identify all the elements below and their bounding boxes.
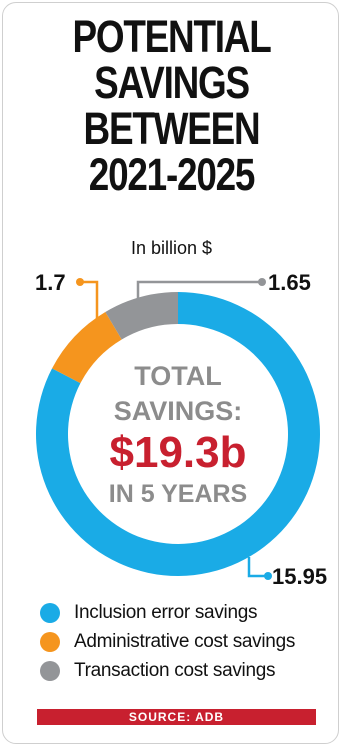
center-total-label: TOTAL xyxy=(134,361,222,391)
callouts: 15.95 1.7 1.65 xyxy=(35,270,327,589)
donut-chart: 15.95 1.7 1.65 TOTAL SAVINGS: $19.3b IN 5 … xyxy=(35,270,327,589)
legend-label: Inclusion error savings xyxy=(74,601,258,623)
source-bar: SOURCE: ADB xyxy=(37,709,316,725)
center-label: TOTAL SAVINGS: $19.3b IN 5 YEARS xyxy=(109,361,247,508)
legend-swatch xyxy=(40,631,60,652)
data-label: 1.7 xyxy=(35,270,66,295)
callout-dot xyxy=(264,572,272,580)
legend-label: Transaction cost savings xyxy=(74,659,276,681)
chart-subtitle: In billion $ xyxy=(130,238,213,258)
legend-swatch xyxy=(40,602,60,623)
center-years-label: IN 5 YEARS xyxy=(109,480,247,508)
callout-leader-line xyxy=(80,280,99,322)
title-line: 2021-2025 xyxy=(88,149,256,200)
callout-leader-line xyxy=(247,557,268,578)
center-amount: $19.3b xyxy=(110,428,247,477)
legend-item: Administrative cost savings xyxy=(40,627,340,656)
center-savings-label: SAVINGS: xyxy=(114,396,243,426)
callout-dot xyxy=(76,278,84,286)
legend: Inclusion error savings Administrative c… xyxy=(40,598,340,685)
data-label: 15.95 xyxy=(272,564,327,589)
callout-dot xyxy=(258,278,266,286)
data-label: 1.65 xyxy=(268,270,311,295)
slice-administrative-cost xyxy=(52,311,122,384)
donut-slices xyxy=(35,292,321,577)
chart-title: POTENTIAL SAVINGS BETWEEN 2021-2025 xyxy=(31,14,312,198)
legend-label: Administrative cost savings xyxy=(74,630,296,652)
title-line: POTENTIAL xyxy=(72,11,271,62)
slice-transaction-cost xyxy=(105,292,178,340)
callout-leader-line xyxy=(136,280,262,302)
legend-item: Transaction cost savings xyxy=(40,656,340,685)
legend-swatch xyxy=(40,660,60,681)
title-line: SAVINGS xyxy=(94,57,250,108)
legend-item: Inclusion error savings xyxy=(40,598,340,627)
title-line: BETWEEN xyxy=(83,103,261,154)
